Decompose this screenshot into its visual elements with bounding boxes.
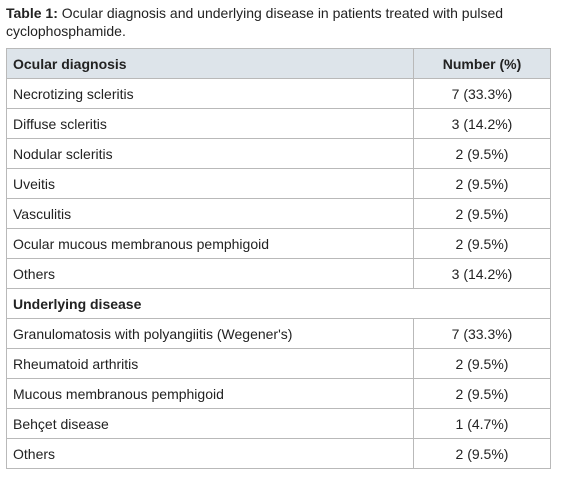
number-cell: 2 (9.5%) — [413, 348, 551, 379]
row: Uveitis 2 (9.5%) — [6, 168, 551, 199]
row: Mucous membranous pemphigoid 2 (9.5%) — [6, 378, 551, 409]
label-cell: Granulomatosis with polyangiitis (Wegene… — [6, 318, 414, 349]
label-cell: Mucous membranous pemphigoid — [6, 378, 414, 409]
page: Table 1: Ocular diagnosis and underlying… — [6, 4, 551, 469]
number-cell: 2 (9.5%) — [413, 198, 551, 229]
label-cell: Others — [6, 258, 414, 289]
row: Ocular mucous membranous pemphigoid 2 (9.… — [6, 228, 551, 259]
number-cell: 3 (14.2%) — [413, 258, 551, 289]
caption-label: Table 1: — [6, 5, 58, 21]
number-cell: 2 (9.5%) — [413, 378, 551, 409]
label-cell: Diffuse scleritis — [6, 108, 414, 139]
header-row: Ocular diagnosis Number (%) — [6, 48, 551, 79]
caption-text: Ocular diagnosis and underlying disease … — [6, 5, 504, 39]
header-cell: Number (%) — [413, 48, 551, 79]
group-heading-row: Underlying disease — [6, 288, 551, 319]
table-body: Necrotizing scleritis 7 (33.3%) Diffuse sc… — [6, 78, 551, 469]
number-cell: 7 (33.3%) — [413, 78, 551, 109]
header-cell: Ocular diagnosis — [6, 48, 414, 79]
label-cell: Others — [6, 438, 414, 469]
label-cell: Rheumatoid arthritis — [6, 348, 414, 379]
label-cell: Necrotizing scleritis — [6, 78, 414, 109]
number-cell: 2 (9.5%) — [413, 168, 551, 199]
caption: Table 1: Ocular diagnosis and underlying… — [6, 4, 551, 40]
row: Rheumatoid arthritis 2 (9.5%) — [6, 348, 551, 379]
number-cell: 3 (14.2%) — [413, 108, 551, 139]
label-cell: Uveitis — [6, 168, 414, 199]
table: Ocular diagnosis Number (%) Necrotizing … — [6, 48, 551, 469]
label-cell: Nodular scleritis — [6, 138, 414, 169]
row: Granulomatosis with polyangiitis (Wegene… — [6, 318, 551, 349]
label-cell: Behçet disease — [6, 408, 414, 439]
number-cell: 7 (33.3%) — [413, 318, 551, 349]
group-heading: Underlying disease — [6, 288, 551, 319]
row: Others 2 (9.5%) — [6, 438, 551, 469]
number-cell: 2 (9.5%) — [413, 228, 551, 259]
row: Behçet disease 1 (4.7%) — [6, 408, 551, 439]
row: Vasculitis 2 (9.5%) — [6, 198, 551, 229]
row: Necrotizing scleritis 7 (33.3%) — [6, 78, 551, 109]
label-cell: Vasculitis — [6, 198, 414, 229]
number-cell: 1 (4.7%) — [413, 408, 551, 439]
row: Nodular scleritis 2 (9.5%) — [6, 138, 551, 169]
row: Diffuse scleritis 3 (14.2%) — [6, 108, 551, 139]
label-cell: Ocular mucous membranous pemphigoid — [6, 228, 414, 259]
number-cell: 2 (9.5%) — [413, 138, 551, 169]
number-cell: 2 (9.5%) — [413, 438, 551, 469]
row: Others 3 (14.2%) — [6, 258, 551, 289]
